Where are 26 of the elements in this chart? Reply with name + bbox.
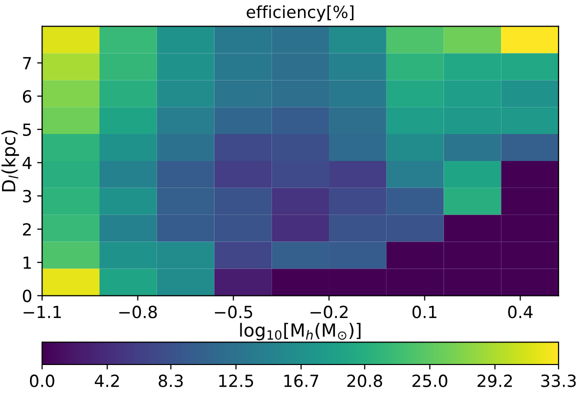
y-tick-label: 4 bbox=[22, 156, 32, 169]
x-tick-label: −1.1 bbox=[24, 306, 61, 318]
x-tick-label: −0.8 bbox=[119, 306, 157, 318]
color-bar-label: 16.7 bbox=[284, 374, 318, 388]
y-tick-label: 1 bbox=[24, 256, 31, 269]
color-bar-label: 0.0 bbox=[30, 374, 54, 388]
x-axis-title: log$_{10}$[M$_{h}$(M$_{⊙}$)] bbox=[240, 322, 360, 340]
color-bar-label: 25.0 bbox=[412, 374, 448, 388]
y-tick-label: 7 bbox=[23, 57, 31, 70]
y-tick-label: 6 bbox=[22, 90, 32, 103]
y-tick-label: 5 bbox=[23, 124, 31, 136]
y-tick-label: 3 bbox=[23, 190, 32, 202]
y-tick-label: 2 bbox=[23, 223, 31, 236]
y-tick-label: 0 bbox=[22, 290, 32, 302]
color-bar-label: 29.2 bbox=[478, 374, 512, 388]
x-tick-label: 0.4 bbox=[508, 306, 533, 318]
y-axis-title: D$_{l}$(kpc) bbox=[2, 130, 19, 192]
color-bar-label: 8.3 bbox=[158, 374, 183, 388]
color-bar-label: 4.2 bbox=[94, 374, 119, 387]
x-tick-label: −0.5 bbox=[214, 306, 252, 318]
color-bar-label: 12.5 bbox=[219, 374, 254, 388]
x-tick-label: 0.1 bbox=[412, 306, 436, 318]
chart-title: efficiency[%] bbox=[246, 5, 354, 22]
color-bar-label: 33.3 bbox=[541, 374, 576, 388]
x-tick-label: −0.2 bbox=[310, 306, 348, 318]
color-bar-label: 20.8 bbox=[347, 374, 382, 388]
